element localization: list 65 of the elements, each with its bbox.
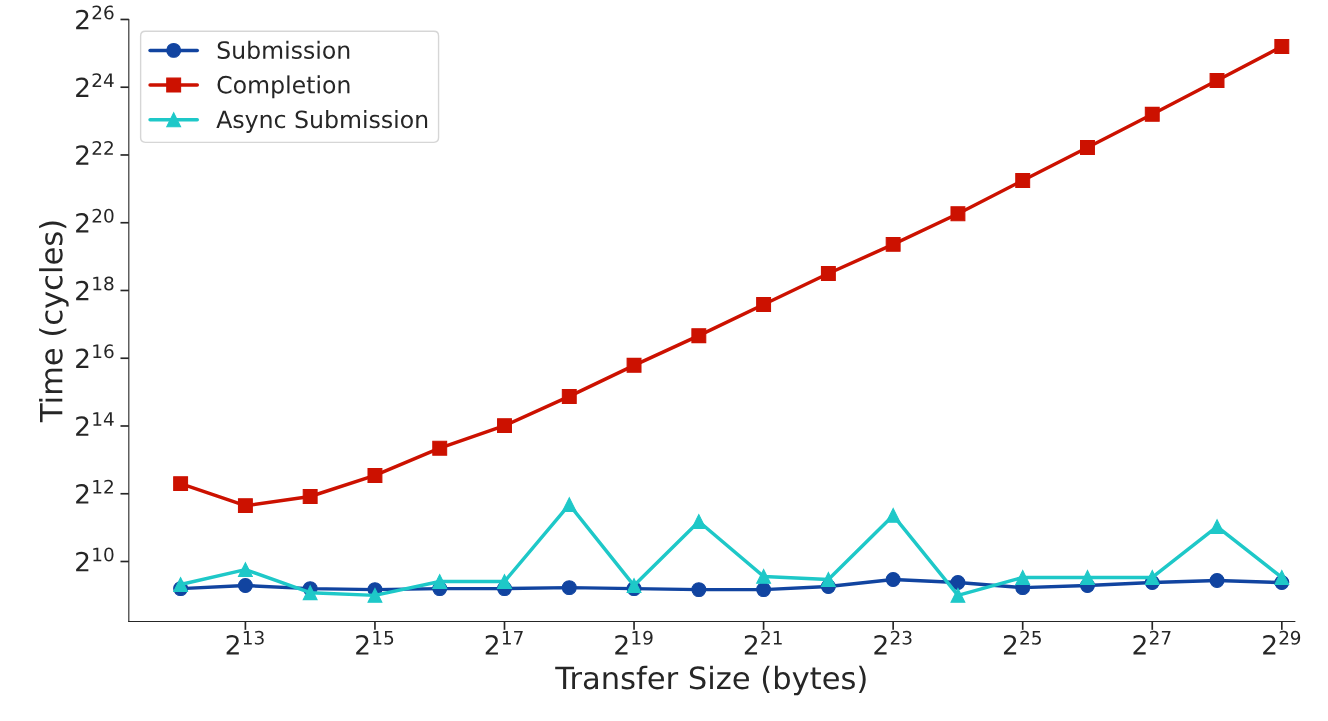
y-axis-title: Time (cycles) xyxy=(39,221,69,423)
point xyxy=(561,497,577,513)
point xyxy=(820,266,836,281)
point xyxy=(885,572,901,587)
x-tick-label: 2$^{25}$ xyxy=(1003,630,1041,655)
point xyxy=(1274,569,1290,585)
x-tick-label: 2$^{19}$ xyxy=(615,630,653,655)
point xyxy=(885,236,901,252)
x-tick-label: 2$^{21}$ xyxy=(744,630,782,655)
point xyxy=(950,575,966,590)
point xyxy=(302,489,318,504)
y-tick-label: 2$^{20}$ xyxy=(76,208,114,233)
x-tick-label: 2$^{27}$ xyxy=(1133,630,1171,655)
point xyxy=(950,587,966,603)
point xyxy=(1209,519,1225,535)
point xyxy=(820,572,836,587)
point xyxy=(367,467,383,483)
point xyxy=(1015,173,1031,188)
point xyxy=(237,562,253,578)
point xyxy=(756,296,772,312)
point xyxy=(561,388,577,404)
point xyxy=(1209,72,1225,88)
y-tick-label: 2$^{12}$ xyxy=(76,479,113,504)
x-tick-label: 2$^{23}$ xyxy=(874,630,912,655)
y-tick-label: 2$^{24}$ xyxy=(76,73,114,98)
point xyxy=(885,507,901,523)
point xyxy=(367,587,383,603)
x-tick-label: 2$^{13}$ xyxy=(226,630,264,655)
point xyxy=(1144,106,1160,122)
legend-label: Submission xyxy=(217,40,350,59)
point xyxy=(1274,39,1290,55)
point xyxy=(756,568,772,584)
point xyxy=(1080,140,1095,155)
point xyxy=(173,476,189,492)
point xyxy=(237,578,253,594)
point xyxy=(626,357,642,373)
point xyxy=(302,585,318,601)
point xyxy=(173,577,189,593)
x-tick-label: 2$^{17}$ xyxy=(485,631,523,655)
x-tick-label: 2$^{29}$ xyxy=(1263,630,1301,655)
y-tick-label: 2$^{10}$ xyxy=(76,547,114,572)
point xyxy=(691,582,707,598)
point xyxy=(432,440,448,456)
point xyxy=(1080,569,1095,585)
x-axis-title: Transfer Size (bytes) xyxy=(555,665,866,696)
y-tick-label: 2$^{26}$ xyxy=(76,5,114,30)
y-tick-label: 2$^{18}$ xyxy=(76,276,114,301)
point xyxy=(237,498,253,514)
point xyxy=(691,514,707,529)
point xyxy=(497,418,512,434)
point xyxy=(1144,569,1160,585)
point xyxy=(1015,569,1031,585)
point xyxy=(1209,572,1225,588)
point xyxy=(497,574,512,589)
point xyxy=(432,574,448,589)
y-tick-label: 2$^{16}$ xyxy=(76,344,114,369)
point xyxy=(756,582,772,598)
legend-label: Completion xyxy=(217,75,350,99)
y-tick-label: 2$^{22}$ xyxy=(76,140,113,165)
y-tick-label: 2$^{14}$ xyxy=(76,412,114,436)
x-tick-label: 2$^{15}$ xyxy=(356,631,394,655)
point xyxy=(950,206,966,222)
legend-label: Async Submission xyxy=(216,110,428,133)
point xyxy=(691,328,707,344)
point xyxy=(561,580,577,596)
